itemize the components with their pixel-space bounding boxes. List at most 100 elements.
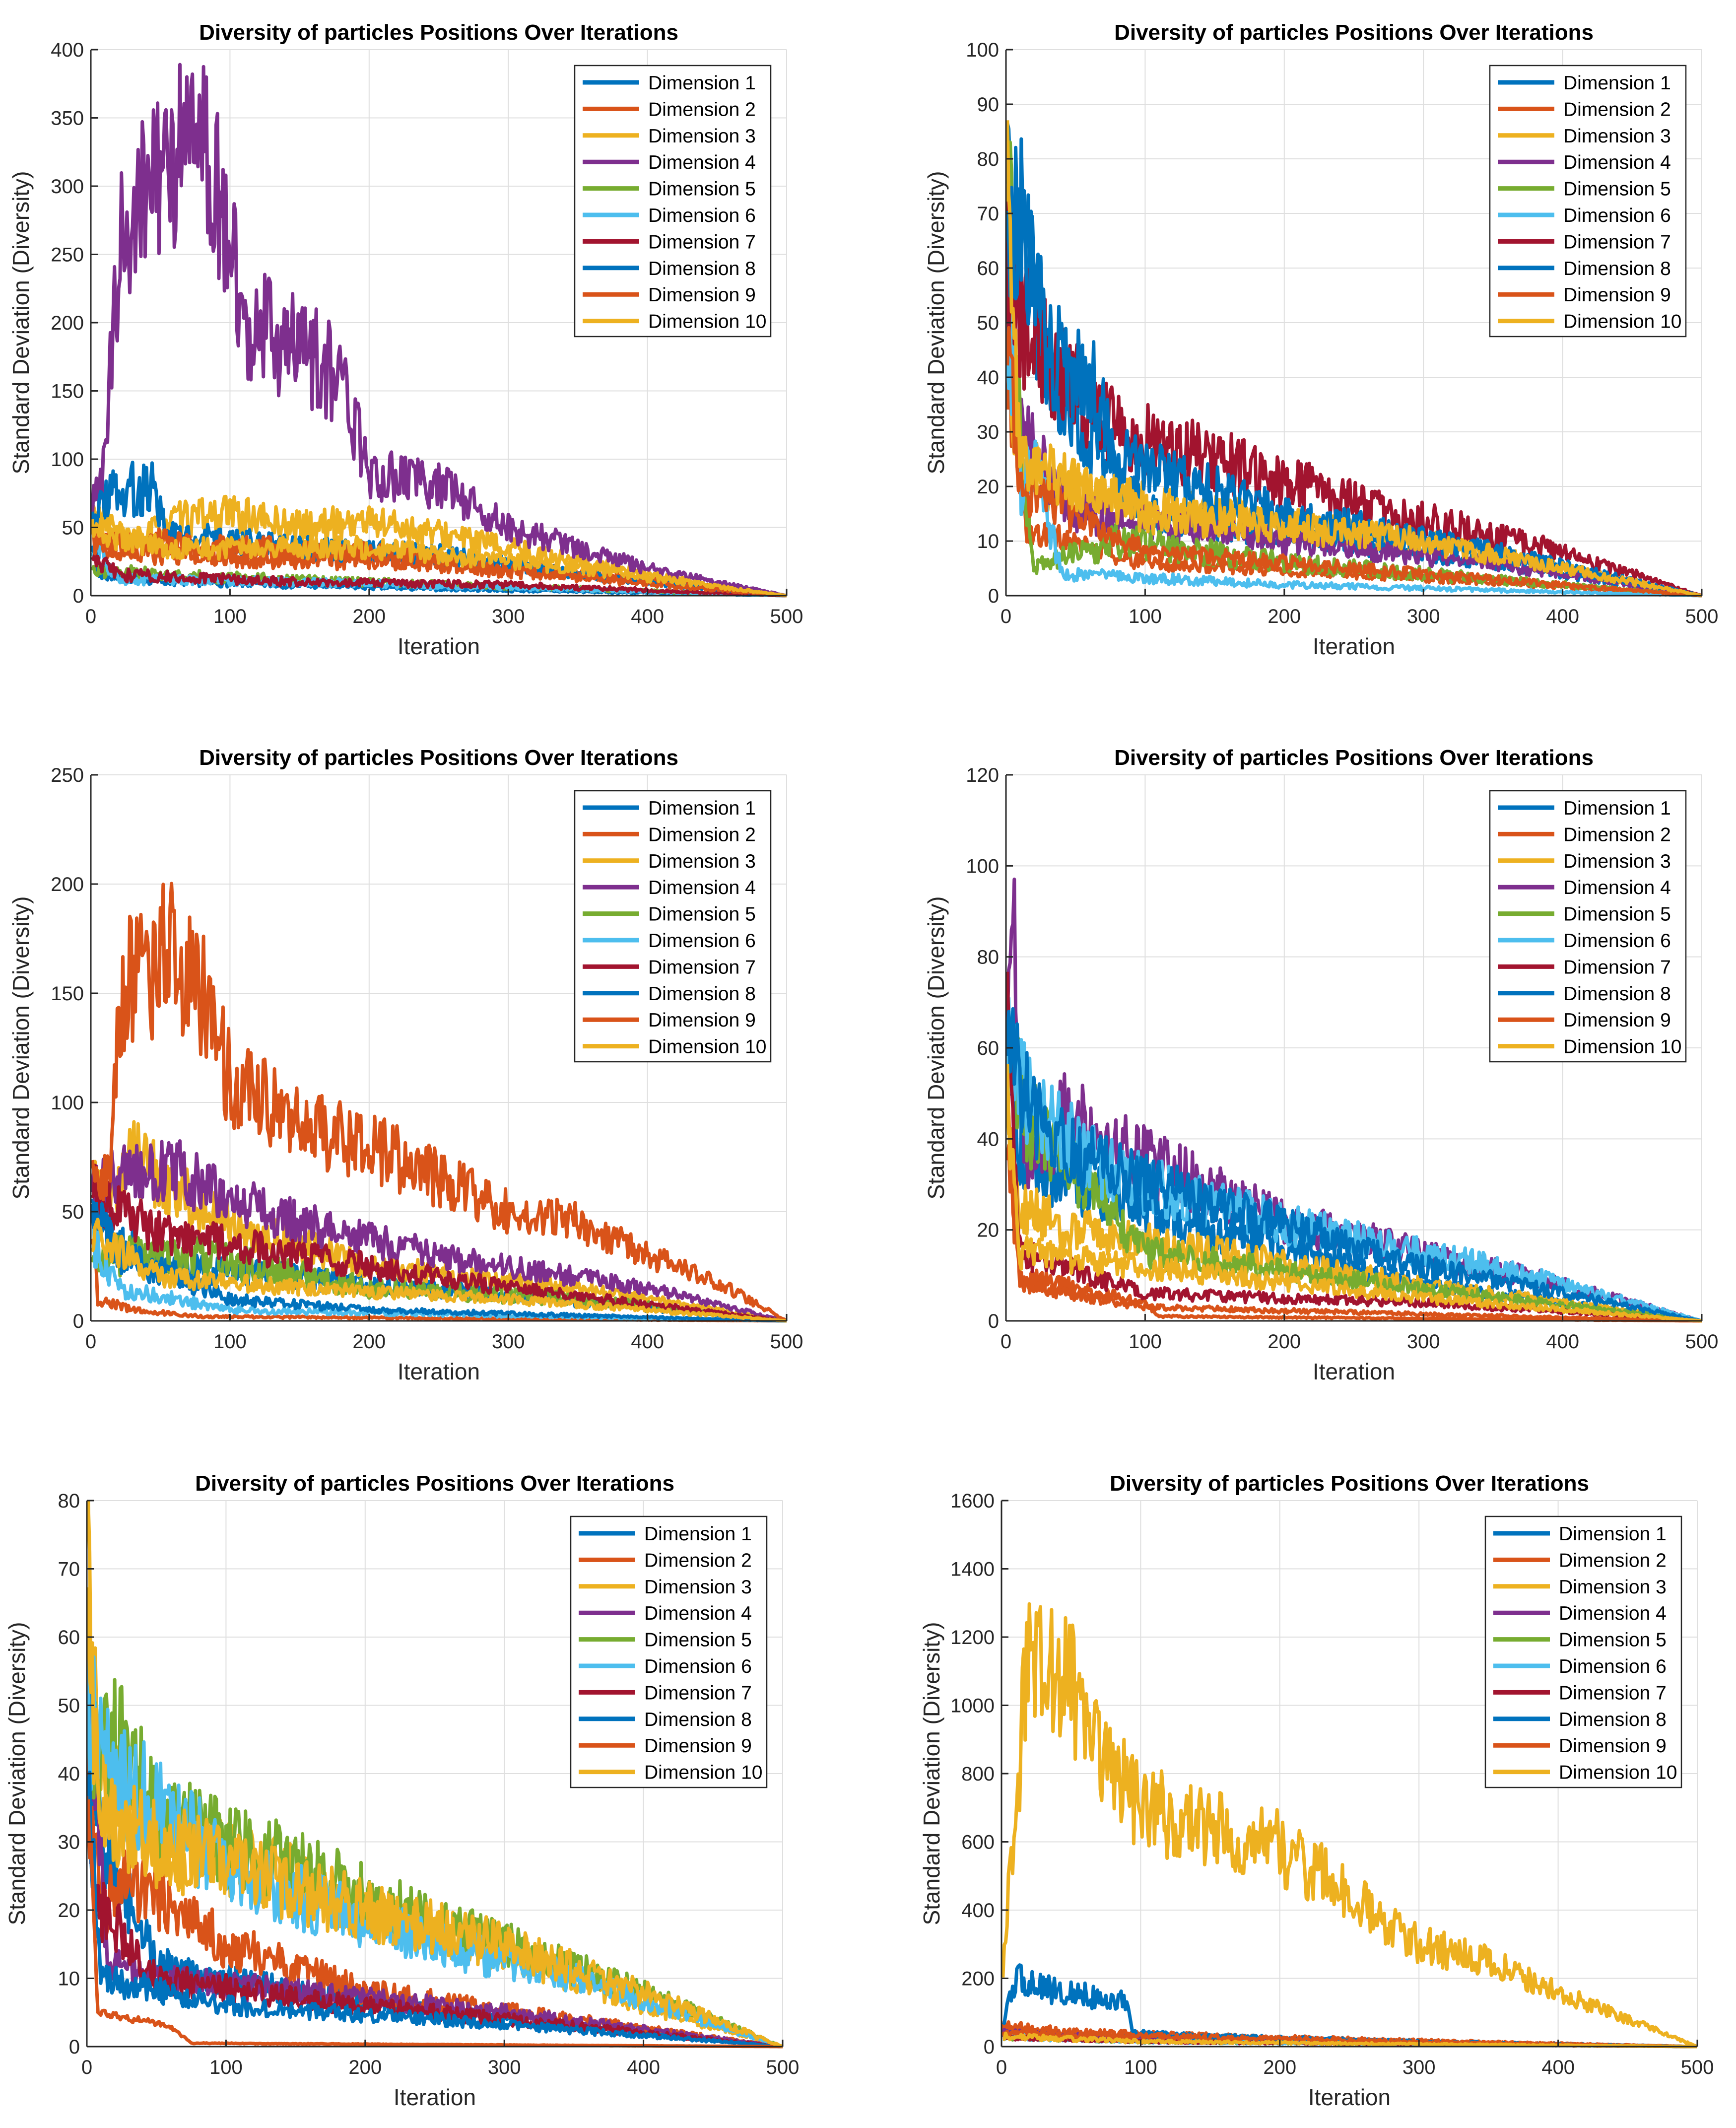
x-tick-label: 400 xyxy=(1546,1331,1579,1353)
legend-label: Dimension 8 xyxy=(648,258,756,279)
legend-label: Dimension 1 xyxy=(1563,798,1671,819)
legend-label: Dimension 2 xyxy=(1563,824,1671,845)
y-tick-label: 50 xyxy=(58,1695,80,1717)
x-tick-label: 300 xyxy=(492,606,525,627)
x-tick-label: 200 xyxy=(1268,606,1301,627)
y-tick-label: 40 xyxy=(977,1128,1000,1150)
legend-label: Dimension 6 xyxy=(648,205,756,226)
x-tick-label: 500 xyxy=(1685,606,1719,627)
legend-label: Dimension 6 xyxy=(1563,205,1671,226)
x-tick-label: 500 xyxy=(1681,2057,1714,2078)
legend-label: Dimension 4 xyxy=(1559,1603,1667,1624)
y-tick-label: 10 xyxy=(58,1968,80,1990)
y-axis-label: Standard Deviation (Diversity) xyxy=(8,896,34,1199)
legend-label: Dimension 3 xyxy=(648,851,756,872)
x-tick-label: 100 xyxy=(209,2057,243,2078)
legend-label: Dimension 2 xyxy=(648,99,756,120)
x-axis-label: Iteration xyxy=(394,2084,476,2110)
chart-5: 0 100 200 300 400 500 0 10 20 30 40 50 60 70 80 Diversi… xyxy=(4,1471,799,2110)
legend-label: Dimension 8 xyxy=(644,1709,752,1730)
y-tick-label: 150 xyxy=(51,381,84,403)
series-line-7 xyxy=(90,550,787,598)
x-tick-label: 300 xyxy=(492,1331,525,1353)
y-tick-label: 100 xyxy=(51,1092,84,1114)
legend-label: Dimension 3 xyxy=(644,1577,752,1598)
y-tick-label: 200 xyxy=(961,1968,995,1990)
legend-label: Dimension 5 xyxy=(644,1630,752,1651)
legend-label: Dimension 1 xyxy=(648,798,756,819)
legend-label: Dimension 8 xyxy=(1559,1709,1667,1730)
y-tick-label: 90 xyxy=(977,94,1000,116)
x-tick-label: 0 xyxy=(996,2057,1007,2078)
legend-label: Dimension 9 xyxy=(648,284,756,306)
legend-label: Dimension 4 xyxy=(1563,877,1671,898)
y-tick-label: 0 xyxy=(988,585,999,607)
x-axis-label: Iteration xyxy=(1313,633,1395,659)
legend: Dimension 1 Dimension 2 Dimension 3 Dimensi… xyxy=(1489,65,1687,338)
series-line-10 xyxy=(86,1587,784,2049)
legend-label: Dimension 4 xyxy=(648,877,756,898)
legend-label: Dimension 4 xyxy=(648,152,756,173)
y-axis-label: Standard Deviation (Diversity) xyxy=(4,1622,30,1925)
series-line-10 xyxy=(1002,2031,1698,2049)
legend-label: Dimension 6 xyxy=(1563,930,1671,952)
x-tick-label: 400 xyxy=(631,1331,664,1353)
series-line-9 xyxy=(1005,326,1702,598)
y-tick-label: 60 xyxy=(58,1627,80,1648)
y-tick-label: 1400 xyxy=(950,1559,995,1580)
x-tick-label: 400 xyxy=(627,2057,660,2078)
chart-title: Diversity of particles Positions Over It… xyxy=(199,20,678,45)
legend-label: Dimension 7 xyxy=(644,1682,752,1704)
legend-label: Dimension 5 xyxy=(1563,904,1671,925)
y-tick-label: 20 xyxy=(977,476,1000,498)
y-axis-label: Standard Deviation (Diversity) xyxy=(923,896,949,1199)
y-axis-label: Standard Deviation (Diversity) xyxy=(923,171,949,474)
legend-label: Dimension 7 xyxy=(1563,231,1671,253)
x-tick-label: 0 xyxy=(1001,606,1011,627)
y-tick-label: 60 xyxy=(977,258,1000,279)
y-tick-label: 1200 xyxy=(950,1627,995,1648)
x-tick-label: 0 xyxy=(1001,1331,1011,1353)
series-line-10 xyxy=(90,516,787,598)
y-tick-label: 10 xyxy=(977,531,1000,552)
legend: Dimension 1 Dimension 2 Dimension 3 Dimensi… xyxy=(1484,1515,1682,1788)
x-axis-label: Iteration xyxy=(1308,2084,1391,2110)
y-tick-label: 300 xyxy=(51,176,84,198)
y-tick-label: 100 xyxy=(51,449,84,471)
y-tick-label: 20 xyxy=(977,1220,1000,1241)
x-tick-label: 200 xyxy=(1263,2057,1296,2078)
legend-label: Dimension 1 xyxy=(648,72,756,94)
legend-label: Dimension 1 xyxy=(1563,72,1671,94)
x-tick-label: 100 xyxy=(213,1331,247,1353)
series-line-9 xyxy=(90,882,788,1323)
x-tick-label: 300 xyxy=(1407,606,1440,627)
legend-label: Dimension 5 xyxy=(648,904,756,925)
legend-label: Dimension 9 xyxy=(1559,1735,1667,1757)
x-tick-label: 500 xyxy=(770,606,803,627)
series-line-7 xyxy=(90,1164,787,1323)
y-tick-label: 70 xyxy=(977,203,1000,225)
legend-label: Dimension 8 xyxy=(648,983,756,1005)
x-tick-label: 400 xyxy=(1541,2057,1575,2078)
legend-label: Dimension 2 xyxy=(1563,99,1671,120)
legend-label: Dimension 10 xyxy=(648,1036,766,1058)
x-tick-label: 500 xyxy=(766,2057,800,2078)
x-tick-label: 300 xyxy=(488,2057,521,2078)
x-tick-label: 100 xyxy=(1124,2057,1157,2078)
y-tick-label: 600 xyxy=(961,1832,995,1853)
y-axis-label: Standard Deviation (Diversity) xyxy=(8,171,34,474)
y-tick-label: 30 xyxy=(58,1832,80,1853)
y-tick-label: 120 xyxy=(966,764,999,786)
y-tick-label: 70 xyxy=(58,1559,80,1580)
legend-label: Dimension 7 xyxy=(1559,1682,1667,1704)
y-tick-label: 200 xyxy=(51,874,84,895)
legend-label: Dimension 3 xyxy=(1559,1577,1667,1598)
x-tick-label: 200 xyxy=(352,1331,386,1353)
y-tick-label: 150 xyxy=(51,983,84,1005)
legend-label: Dimension 5 xyxy=(648,179,756,200)
legend-label: Dimension 10 xyxy=(1563,1036,1681,1058)
legend-label: Dimension 1 xyxy=(644,1523,752,1545)
y-tick-label: 1600 xyxy=(950,1490,995,1512)
legend-label: Dimension 7 xyxy=(648,957,756,978)
